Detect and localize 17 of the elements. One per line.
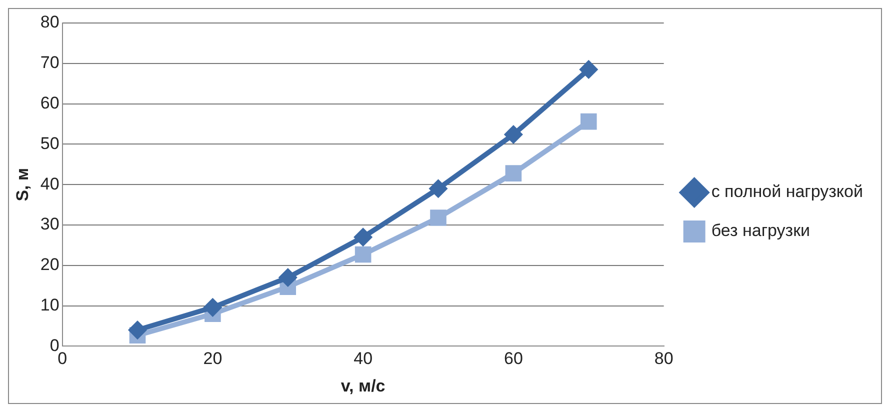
- x-tick-label: 20: [203, 349, 222, 368]
- x-axis-title: v, м/с: [340, 376, 386, 396]
- legend-label: с полной нагрузкой: [711, 182, 863, 202]
- y-axis-title: S, м: [12, 168, 32, 202]
- y-tick-label: 40: [40, 174, 60, 194]
- y-tick-label: 10: [40, 295, 60, 314]
- y-tick-label: 20: [40, 255, 60, 274]
- y-tick-label: 80: [40, 12, 60, 32]
- y-tick-label: 50: [40, 134, 60, 153]
- x-tick-label: 80: [654, 349, 674, 368]
- y-tick-label: 30: [40, 214, 60, 234]
- x-tick-label: 40: [354, 349, 373, 368]
- y-tick-label: 60: [40, 93, 60, 112]
- legend-label: без нагрузки: [711, 221, 810, 240]
- y-tick-label: 0: [50, 336, 60, 355]
- x-tick-label: 60: [504, 349, 523, 368]
- y-tick-label: 70: [40, 53, 60, 72]
